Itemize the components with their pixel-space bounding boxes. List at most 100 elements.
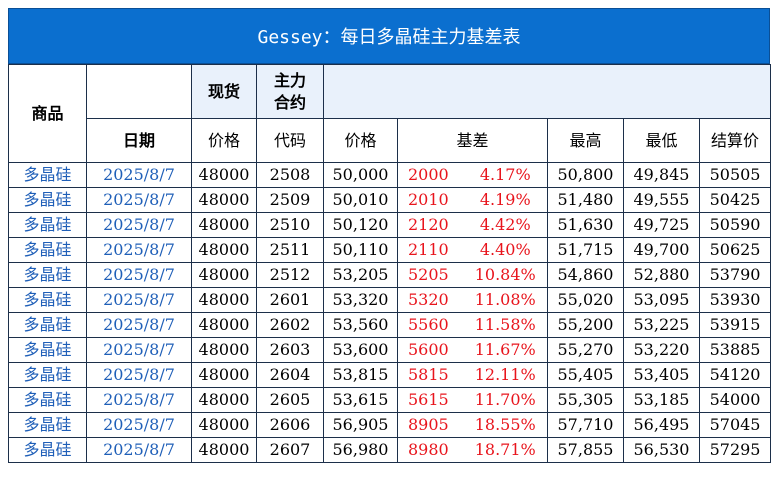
cell-price: 53,600 [323, 337, 398, 363]
cell-spot: 48000 [191, 212, 257, 238]
cell-spot: 48000 [191, 287, 257, 313]
cell-product: 多晶硅 [8, 187, 87, 213]
cell-basis: 2120 [397, 212, 464, 238]
cell-product: 多晶硅 [8, 312, 87, 338]
cell-basis-pct: 11.08% [463, 287, 548, 313]
cell-low: 56,530 [623, 437, 700, 463]
cell-date: 2025/8/7 [86, 337, 192, 363]
cell-basis: 5600 [397, 337, 464, 363]
cell-low: 49,555 [623, 187, 700, 213]
cell-high: 55,405 [547, 362, 624, 388]
table-row: 多晶硅 2025/8/7 48000 2604 53,815 5815 12.11% 55,4… [8, 362, 772, 388]
header-high: 最高 [547, 118, 624, 163]
cell-basis-pct: 4.42% [463, 212, 548, 238]
header-row-top: 商品 现货 主力 合约 [8, 64, 772, 163]
cell-product: 多晶硅 [8, 212, 87, 238]
cell-basis: 5205 [397, 262, 464, 288]
cell-high: 51,480 [547, 187, 624, 213]
cell-date: 2025/8/7 [86, 387, 192, 413]
cell-code: 2605 [256, 387, 324, 413]
cell-spot: 48000 [191, 437, 257, 463]
table-row: 多晶硅 2025/8/7 48000 2508 50,000 2000 4.17% 50,80… [8, 162, 772, 188]
cell-date: 2025/8/7 [86, 187, 192, 213]
cell-basis: 5815 [397, 362, 464, 388]
cell-date: 2025/8/7 [86, 437, 192, 463]
cell-code: 2510 [256, 212, 324, 238]
header-main-contract-label: 主力 合约 [273, 70, 306, 112]
cell-code: 2607 [256, 437, 324, 463]
cell-basis: 2000 [397, 162, 464, 188]
table-row: 多晶硅 2025/8/7 48000 2511 50,110 2110 4.40% 51,71… [8, 237, 772, 263]
cell-settle: 54000 [698, 387, 772, 413]
cell-basis-pct: 18.55% [463, 412, 548, 438]
cell-product: 多晶硅 [8, 362, 87, 388]
cell-price: 56,980 [323, 437, 398, 463]
cell-product: 多晶硅 [8, 337, 87, 363]
cell-price: 53,615 [323, 387, 398, 413]
cell-low: 49,845 [623, 162, 700, 188]
cell-product: 多晶硅 [8, 437, 87, 463]
basis-table-sheet: Gessey：每日多晶硅主力基差表 商品 现货 主力 合约 日期 价格 代码 价… [8, 8, 772, 463]
cell-code: 2602 [256, 312, 324, 338]
cell-code: 2601 [256, 287, 324, 313]
cell-code: 2604 [256, 362, 324, 388]
cell-price: 50,120 [323, 212, 398, 238]
cell-code: 2511 [256, 237, 324, 263]
cell-settle: 50625 [698, 237, 772, 263]
cell-spot: 48000 [191, 237, 257, 263]
cell-settle: 57295 [698, 437, 772, 463]
header-low: 最低 [623, 118, 700, 163]
cell-basis-pct: 11.70% [463, 387, 548, 413]
cell-product: 多晶硅 [8, 287, 87, 313]
cell-settle: 50590 [698, 212, 772, 238]
cell-code: 2508 [256, 162, 324, 188]
table-row: 多晶硅 2025/8/7 48000 2602 53,560 5560 11.58% 55,2… [8, 312, 772, 338]
cell-product: 多晶硅 [8, 387, 87, 413]
cell-low: 52,880 [623, 262, 700, 288]
cell-basis-pct: 4.40% [463, 237, 548, 263]
cell-low: 53,185 [623, 387, 700, 413]
cell-low: 56,495 [623, 412, 700, 438]
cell-low: 49,725 [623, 212, 700, 238]
cell-spot: 48000 [191, 337, 257, 363]
cell-date: 2025/8/7 [86, 312, 192, 338]
table-row: 多晶硅 2025/8/7 48000 2606 56,905 8905 18.55% 57,7… [8, 412, 772, 438]
table-row: 多晶硅 2025/8/7 48000 2509 50,010 2010 4.19% 51,48… [8, 187, 772, 213]
header-row-bottom: 日期 价格 代码 价格 基差 最高 最低 结算价 [9, 118, 772, 163]
header-main-contract: 主力 合约 [256, 64, 324, 119]
cell-low: 53,220 [623, 337, 700, 363]
table-row: 多晶硅 2025/8/7 48000 2512 53,205 5205 10.84% 54,8… [8, 262, 772, 288]
cell-price: 50,010 [323, 187, 398, 213]
cell-price: 50,110 [323, 237, 398, 263]
cell-high: 55,020 [547, 287, 624, 313]
cell-price: 53,320 [323, 287, 398, 313]
cell-spot: 48000 [191, 312, 257, 338]
table-title: Gessey：每日多晶硅主力基差表 [8, 8, 770, 64]
cell-high: 55,305 [547, 387, 624, 413]
cell-code: 2603 [256, 337, 324, 363]
cell-basis-pct: 4.17% [463, 162, 548, 188]
table-row: 多晶硅 2025/8/7 48000 2607 56,980 8980 18.71% 57,8… [8, 437, 772, 463]
table-row: 多晶硅 2025/8/7 48000 2603 53,600 5600 11.67% 55,2… [8, 337, 772, 363]
header-spot: 现货 [191, 64, 257, 119]
cell-settle: 50505 [698, 162, 772, 188]
cell-product: 多晶硅 [8, 262, 87, 288]
cell-basis-pct: 11.67% [463, 337, 548, 363]
cell-low: 53,225 [623, 312, 700, 338]
cell-product: 多晶硅 [8, 237, 87, 263]
cell-basis-pct: 11.58% [463, 312, 548, 338]
cell-code: 2509 [256, 187, 324, 213]
cell-date: 2025/8/7 [86, 162, 192, 188]
cell-product: 多晶硅 [8, 162, 87, 188]
cell-date: 2025/8/7 [86, 362, 192, 388]
cell-date: 2025/8/7 [86, 212, 192, 238]
cell-price: 50,000 [323, 162, 398, 188]
cell-spot: 48000 [191, 162, 257, 188]
cell-price: 56,905 [323, 412, 398, 438]
cell-basis: 5320 [397, 287, 464, 313]
cell-high: 57,710 [547, 412, 624, 438]
cell-spot: 48000 [191, 262, 257, 288]
cell-high: 57,855 [547, 437, 624, 463]
cell-high: 50,800 [547, 162, 624, 188]
cell-low: 49,700 [623, 237, 700, 263]
